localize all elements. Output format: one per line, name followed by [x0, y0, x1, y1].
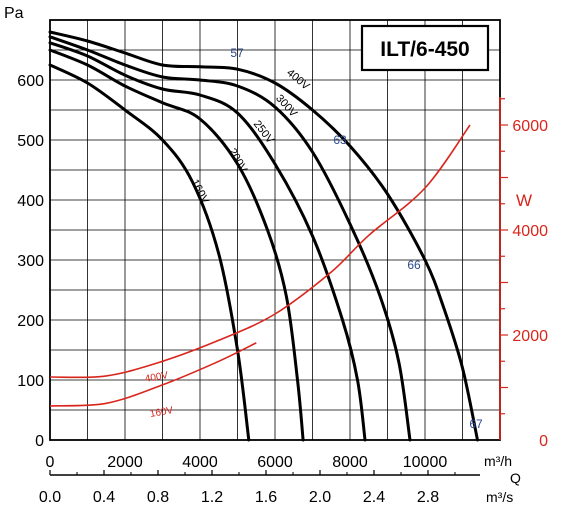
pressure-curve-label: 200V: [226, 146, 250, 175]
x-primary-tick-label: 6000: [257, 454, 293, 471]
x-primary-tick-label: 10000: [403, 454, 448, 471]
pressure-curve-250V: [48, 41, 367, 442]
x-secondary-tick-label: 1.6: [255, 489, 277, 506]
annotation-label: 63: [333, 133, 347, 147]
pressure-curve-200V: [48, 48, 305, 442]
pressure-curve-300V: [48, 35, 412, 442]
y-right-tick-label: 6000: [512, 118, 548, 135]
x-secondary-tick-label: 2.0: [309, 489, 331, 506]
x-primary-unit: m³/h: [484, 453, 512, 469]
power-curve-label: 160V: [149, 405, 174, 420]
y-left-tick-label: 400: [17, 193, 44, 210]
y-left-axis-label: Pa: [4, 5, 24, 22]
x-secondary-tick-label: 2.4: [363, 489, 385, 506]
pressure-curve-label: 160V: [188, 177, 211, 206]
x-secondary-tick-label: 0.0: [39, 489, 61, 506]
power-curve-label: 400V: [144, 370, 169, 385]
x-primary-tick-label: 8000: [332, 454, 368, 471]
annotation-label: 67: [469, 417, 483, 431]
power-curve-400V: [49, 124, 471, 379]
chart-curves: [48, 30, 479, 442]
x-secondary-name: Q: [510, 470, 521, 486]
chart-grid: [49, 19, 508, 476]
y-right-tick-label: 0: [539, 433, 548, 450]
y-left-tick-label: 500: [17, 133, 44, 150]
y-left-tick-label: 0: [35, 433, 44, 450]
chart-title: ILT/6-450: [380, 38, 469, 61]
title-box: [360, 24, 490, 72]
x-secondary-unit: m³/s: [486, 489, 513, 505]
y-right-axis-label: W: [516, 191, 532, 210]
pressure-curve-400V: [48, 30, 479, 442]
y-left-tick-label: 300: [17, 253, 44, 270]
annotation-label: 66: [407, 258, 421, 272]
y-left-tick-label: 200: [17, 313, 44, 330]
y-left-tick-label: 600: [17, 73, 44, 90]
y-left-tick-label: 100: [17, 373, 44, 390]
y-right-tick-label: 4000: [512, 223, 548, 240]
pressure-curve-160V: [48, 63, 251, 442]
power-curve-160V: [49, 342, 257, 407]
x-secondary-tick-label: 1.2: [201, 489, 223, 506]
x-primary-tick-label: 2000: [107, 454, 143, 471]
x-secondary-tick-label: 2.8: [417, 489, 439, 506]
y-right-tick-label: 2000: [512, 328, 548, 345]
x-secondary-tick-label: 0.8: [147, 489, 169, 506]
annotation-label: 57: [230, 46, 244, 60]
x-secondary-tick-label: 0.4: [93, 489, 115, 506]
x-primary-tick-label: 4000: [182, 454, 218, 471]
x-primary-tick-label: 0: [46, 454, 55, 471]
